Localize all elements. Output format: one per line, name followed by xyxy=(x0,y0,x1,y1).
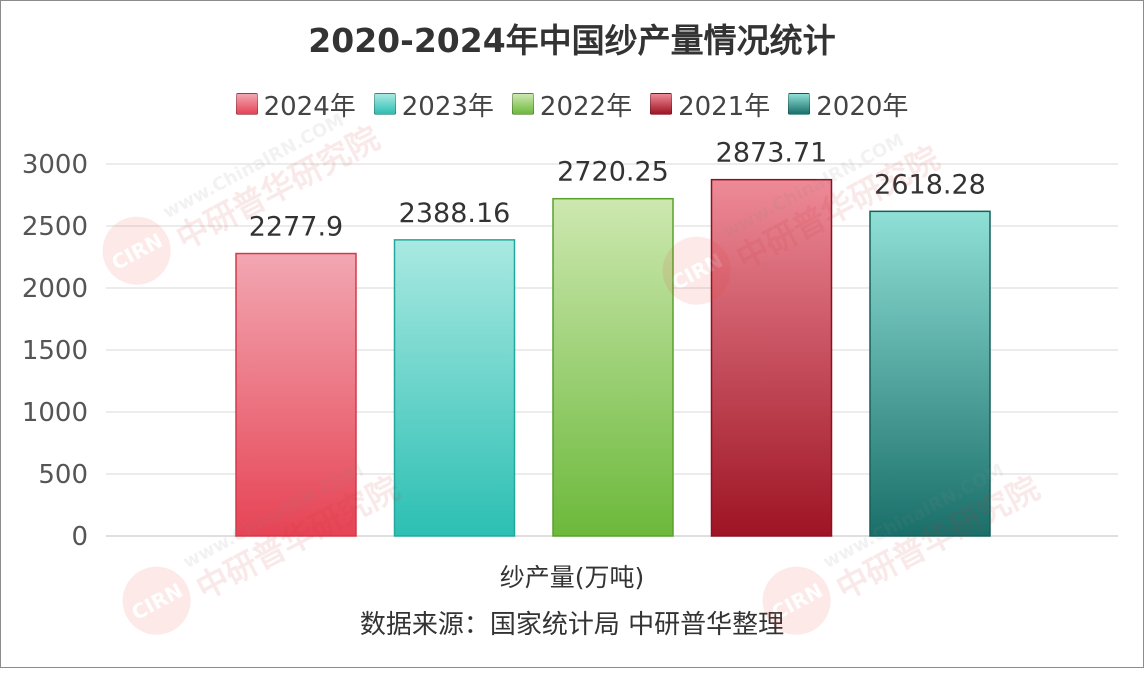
chart-title: 2020-2024年中国纱产量情况统计 xyxy=(308,21,836,60)
data-label: 2388.16 xyxy=(399,198,511,229)
data-label: 2277.9 xyxy=(249,212,343,243)
source-note: 数据来源：国家统计局 中研普华整理 xyxy=(359,610,785,640)
legend-label: 2021年 xyxy=(678,91,771,122)
legend-item: 2020年 xyxy=(788,86,908,123)
legend-swatch xyxy=(235,93,258,115)
legend-swatch xyxy=(511,93,534,115)
bar-2023年 xyxy=(393,239,516,537)
legend-swatch xyxy=(788,93,811,115)
bar-2024年 xyxy=(235,252,357,537)
y-tick-label: 0 xyxy=(71,522,88,552)
data-label: 2873.71 xyxy=(716,138,828,169)
legend-label: 2023年 xyxy=(401,91,494,122)
y-tick-label: 3000 xyxy=(22,150,88,180)
legend-label: 2020年 xyxy=(816,91,909,122)
data-label: 2618.28 xyxy=(874,169,986,200)
legend-item: 2024年 xyxy=(235,86,356,123)
y-tick-label: 1000 xyxy=(22,398,88,428)
data-label: 2720.25 xyxy=(557,157,669,188)
y-tick-label: 2500 xyxy=(22,212,88,242)
data-labels: 2277.9 2388.16 2720.25 2873.71 2618.28 xyxy=(249,138,986,243)
y-tick-label: 500 xyxy=(38,460,88,490)
bar-2020年 xyxy=(869,210,991,537)
y-tick-label: 1500 xyxy=(22,336,88,366)
bars xyxy=(235,178,991,537)
legend-item: 2023年 xyxy=(373,86,494,123)
x-axis-label: 纱产量(万吨) xyxy=(499,563,645,592)
bar-2022年 xyxy=(552,197,674,537)
legend-label: 2024年 xyxy=(263,91,356,122)
chart-legend: 2024年 2023年 2022年 2021年 2020年 xyxy=(0,84,1144,124)
legend-swatch xyxy=(373,93,396,115)
legend-item: 2022年 xyxy=(511,86,633,123)
legend-swatch xyxy=(650,93,673,115)
legend-label: 2022年 xyxy=(539,91,633,122)
legend-item: 2021年 xyxy=(650,86,770,123)
bar-2021年 xyxy=(710,178,833,537)
y-axis-ticks: 0 500 1000 1500 2000 2500 3000 xyxy=(22,150,88,552)
y-tick-label: 2000 xyxy=(22,274,88,304)
